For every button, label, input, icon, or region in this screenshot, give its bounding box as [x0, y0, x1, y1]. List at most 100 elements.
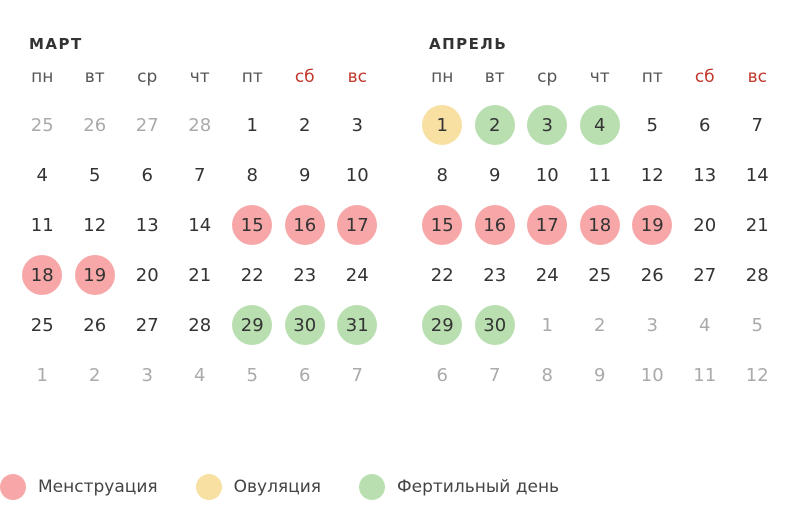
day-cell[interactable]: 16 [469, 200, 522, 250]
day-cell[interactable]: 1 [416, 100, 469, 150]
day-cell[interactable]: 28 [174, 300, 227, 350]
day-number: 14 [745, 164, 769, 186]
day-cell[interactable]: 2 [574, 300, 627, 350]
day-cell[interactable]: 4 [174, 350, 227, 400]
day-cell[interactable]: 12 [69, 200, 122, 250]
day-cell[interactable]: 12 [731, 350, 784, 400]
day-cell[interactable]: 27 [121, 300, 174, 350]
weekday-label: пн [431, 67, 454, 87]
day-cell[interactable]: 1 [16, 350, 69, 400]
day-cell[interactable]: 20 [679, 200, 732, 250]
day-cell[interactable]: 6 [121, 150, 174, 200]
day-cell[interactable]: 24 [331, 250, 384, 300]
day-cell[interactable]: 6 [679, 100, 732, 150]
day-cell[interactable]: 7 [174, 150, 227, 200]
day-cell[interactable]: 31 [331, 300, 384, 350]
day-cell[interactable]: 29 [226, 300, 279, 350]
day-cell[interactable]: 30 [469, 300, 522, 350]
day-cell[interactable]: 13 [121, 200, 174, 250]
day-cell[interactable]: 30 [279, 300, 332, 350]
day-cell[interactable]: 11 [679, 350, 732, 400]
day-cell[interactable]: 13 [679, 150, 732, 200]
day-cell[interactable]: 19 [626, 200, 679, 250]
weekday-label: пт [641, 67, 663, 87]
day-cell[interactable]: 10 [331, 150, 384, 200]
day-cell[interactable]: 18 [574, 200, 627, 250]
day-cell[interactable]: 22 [226, 250, 279, 300]
day-cell[interactable]: 29 [416, 300, 469, 350]
day-cell[interactable]: 14 [731, 150, 784, 200]
day-cell[interactable]: 10 [521, 150, 574, 200]
weekday-label: вс [747, 67, 767, 87]
day-cell[interactable]: 5 [69, 150, 122, 200]
day-cell[interactable]: 9 [469, 150, 522, 200]
day-cell[interactable]: 1 [521, 300, 574, 350]
day-cell[interactable]: 11 [16, 200, 69, 250]
day-cell[interactable]: 2 [69, 350, 122, 400]
day-number: 8 [541, 364, 553, 386]
day-cell[interactable]: 7 [331, 350, 384, 400]
day-cell[interactable]: 25 [16, 300, 69, 350]
day-cell[interactable]: 4 [16, 150, 69, 200]
day-cell[interactable]: 4 [574, 100, 627, 150]
day-cell[interactable]: 16 [279, 200, 332, 250]
day-cell[interactable]: 28 [174, 100, 227, 150]
day-fertile: 2 [474, 105, 515, 145]
day-cell[interactable]: 24 [521, 250, 574, 300]
day-cell[interactable]: 21 [174, 250, 227, 300]
day-cell[interactable]: 8 [521, 350, 574, 400]
day-cell[interactable]: 6 [279, 350, 332, 400]
day-cell[interactable]: 23 [469, 250, 522, 300]
day-cell[interactable]: 8 [226, 150, 279, 200]
day-cell[interactable]: 9 [574, 350, 627, 400]
day-cell[interactable]: 27 [121, 100, 174, 150]
day-cell[interactable]: 10 [626, 350, 679, 400]
day-cell[interactable]: 2 [279, 100, 332, 150]
day-cell[interactable]: 26 [69, 300, 122, 350]
month-title: МАРТ [29, 35, 83, 53]
weekday-label: сб [294, 67, 315, 87]
day-cell[interactable]: 25 [574, 250, 627, 300]
day-cell[interactable]: 5 [626, 100, 679, 150]
day-cell[interactable]: 28 [731, 250, 784, 300]
day-cell[interactable]: 9 [279, 150, 332, 200]
day-cell[interactable]: 15 [416, 200, 469, 250]
day-cell[interactable]: 26 [69, 100, 122, 150]
day-cell[interactable]: 15 [226, 200, 279, 250]
day-cell[interactable]: 18 [16, 250, 69, 300]
day-cell[interactable]: 21 [731, 200, 784, 250]
day-cell[interactable]: 3 [121, 350, 174, 400]
day-cell[interactable]: 7 [731, 100, 784, 150]
day-cell[interactable]: 14 [174, 200, 227, 250]
day-cell[interactable]: 5 [731, 300, 784, 350]
day-cell[interactable]: 11 [574, 150, 627, 200]
day-number: 8 [246, 164, 258, 186]
day-cell[interactable]: 23 [279, 250, 332, 300]
day-fertile: 29 [232, 305, 273, 345]
day-cell[interactable]: 1 [226, 100, 279, 150]
weekday-label: чт [189, 67, 210, 87]
weekday-header: пн вт ср чт пт сб вс [16, 66, 384, 88]
day-cell[interactable]: 8 [416, 150, 469, 200]
day-number: 14 [188, 214, 212, 236]
day-cell[interactable]: 12 [626, 150, 679, 200]
day-cell[interactable]: 7 [469, 350, 522, 400]
day-cell[interactable]: 20 [121, 250, 174, 300]
day-cell[interactable]: 19 [69, 250, 122, 300]
day-cell[interactable]: 2 [469, 100, 522, 150]
day-number: 12 [640, 164, 664, 186]
day-cell[interactable]: 25 [16, 100, 69, 150]
day-number: 1 [246, 114, 258, 136]
day-cell[interactable]: 22 [416, 250, 469, 300]
day-cell[interactable]: 5 [226, 350, 279, 400]
day-cell[interactable]: 17 [521, 200, 574, 250]
day-number: 27 [135, 314, 159, 336]
day-cell[interactable]: 26 [626, 250, 679, 300]
day-cell[interactable]: 3 [521, 100, 574, 150]
day-cell[interactable]: 17 [331, 200, 384, 250]
day-cell[interactable]: 27 [679, 250, 732, 300]
day-cell[interactable]: 3 [626, 300, 679, 350]
day-cell[interactable]: 3 [331, 100, 384, 150]
day-cell[interactable]: 4 [679, 300, 732, 350]
day-cell[interactable]: 6 [416, 350, 469, 400]
